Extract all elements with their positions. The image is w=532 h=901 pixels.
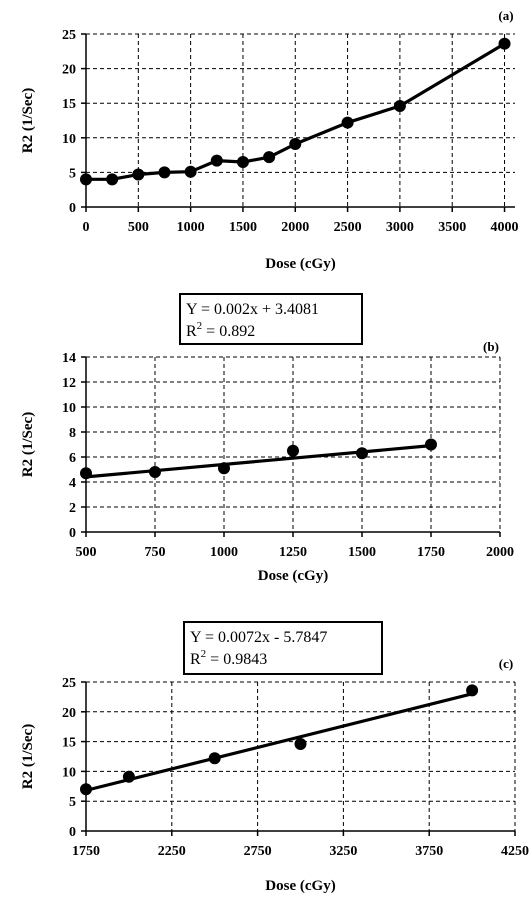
r-squared-text: R2 = 0.892: [186, 320, 255, 340]
x-axis-label: Dose (cGy): [265, 878, 335, 894]
x-tick-label: 4250: [501, 844, 529, 859]
panel-tag: (b): [483, 339, 499, 354]
data-point: [106, 173, 119, 186]
equation-line: Y = 0.002x + 3.4081: [186, 301, 319, 318]
data-point: [236, 156, 249, 169]
y-tick-label: 10: [62, 401, 76, 416]
x-tick-label: 1750: [72, 844, 100, 859]
x-tick-label: 500: [76, 545, 97, 560]
y-tick-label: 10: [62, 765, 76, 780]
panel-a: 0 5 10 15 20 25 0 500 1000 1500 2000 2500 3000 3500 40…: [20, 8, 519, 272]
data-point: [80, 783, 92, 796]
y-tick-label: 15: [62, 97, 76, 112]
data-point: [466, 684, 479, 697]
data-point: [218, 462, 230, 475]
x-tick-label: 1750: [417, 545, 445, 560]
equation-frame: [179, 293, 363, 345]
x-tick-label: 2250: [158, 844, 186, 859]
y-tick-label: 0: [69, 526, 76, 541]
x-tick-label: 4000: [491, 220, 519, 235]
y-tick-label: 20: [62, 706, 76, 721]
data-point: [294, 737, 307, 750]
data-point: [122, 770, 135, 783]
y-tick-label: 25: [62, 676, 76, 691]
y-tick-label: 0: [69, 825, 76, 840]
x-tick-label: 1500: [348, 545, 376, 560]
data-point: [210, 154, 223, 167]
trendline: [84, 444, 433, 479]
x-tick-label: 3750: [415, 844, 443, 859]
x-tick-label: 3250: [329, 844, 357, 859]
y-axis-label: R2 (1/Sec): [20, 88, 36, 153]
r-squared-value: = 0.892: [202, 323, 255, 340]
y-tick-label: 8: [69, 426, 76, 441]
x-tick-label: 1250: [279, 545, 307, 560]
x-tick-label: 2500: [334, 220, 362, 235]
r-squared-exponent: 2: [201, 648, 207, 660]
equation-line: Y = 0.0072x - 5.7847: [190, 629, 327, 646]
equation-frame: [183, 621, 383, 675]
r-squared-exponent: 2: [197, 320, 203, 332]
x-tick-label: 1000: [210, 545, 238, 560]
y-tick-label: 4: [69, 476, 76, 491]
data-point: [208, 752, 221, 765]
data-point: [356, 447, 368, 460]
data-point: [341, 116, 354, 129]
data-point: [498, 37, 511, 50]
y-tick-label: 5: [69, 166, 76, 181]
r-squared-text: R2 = 0.9843: [190, 648, 267, 668]
data-point: [132, 168, 145, 181]
y-tick-label: 12: [62, 376, 76, 391]
equation-box: Y = 0.0072x - 5.7847 R2 = 0.9843: [183, 621, 383, 675]
x-tick-label: 1000: [177, 220, 205, 235]
data-point: [263, 151, 276, 164]
panel-b: 0 2 4 6 8 10 12 14 500 750 1000 1250 1500 1750 2000 Dos…: [20, 293, 514, 584]
data-point: [425, 438, 437, 451]
x-tick-label: 750: [145, 545, 166, 560]
y-tick-label: 25: [62, 28, 76, 43]
data-point: [80, 467, 92, 480]
y-tick-label: 6: [69, 451, 76, 466]
y-tick-label: 15: [62, 736, 76, 751]
x-tick-label: 3000: [386, 220, 414, 235]
data-point: [184, 165, 197, 178]
data-point: [158, 166, 171, 179]
y-tick-label: 0: [69, 201, 76, 216]
x-tick-label: 2750: [244, 844, 272, 859]
x-tick-label: 0: [83, 220, 90, 235]
x-tick-label: 3500: [438, 220, 466, 235]
data-point: [289, 138, 302, 151]
r-squared-value: = 0.9843: [206, 651, 267, 668]
y-axis-label: R2 (1/Sec): [20, 412, 36, 477]
x-axis-label: Dose (cGy): [258, 568, 328, 584]
x-tick-label: 2000: [486, 545, 514, 560]
x-axis-label: Dose (cGy): [265, 256, 335, 272]
x-tick-label: 1500: [229, 220, 257, 235]
data-point: [393, 99, 406, 112]
panel-tag: (c): [499, 656, 513, 671]
gridlines: [86, 356, 501, 532]
gridlines: [86, 681, 516, 831]
panel-tag: (a): [498, 8, 513, 23]
trendline: [84, 692, 474, 792]
panel-c: 0 5 10 15 20 25 1750 2250 2750 3250 3750 4250 Dose (…: [20, 621, 529, 894]
y-tick-label: 20: [62, 63, 76, 78]
x-tick-label: 500: [128, 220, 149, 235]
equation-box: Y = 0.002x + 3.4081 R2 = 0.892: [179, 293, 363, 345]
data-point: [80, 173, 92, 186]
gridlines: [86, 33, 515, 207]
x-tick-label: 2000: [281, 220, 309, 235]
y-tick-label: 14: [62, 351, 76, 366]
y-tick-label: 5: [69, 795, 76, 810]
y-tick-label: 2: [69, 501, 76, 516]
data-point: [149, 466, 161, 478]
y-tick-label: 10: [62, 132, 76, 147]
data-point: [287, 444, 299, 457]
y-axis-label: R2 (1/Sec): [20, 724, 36, 789]
